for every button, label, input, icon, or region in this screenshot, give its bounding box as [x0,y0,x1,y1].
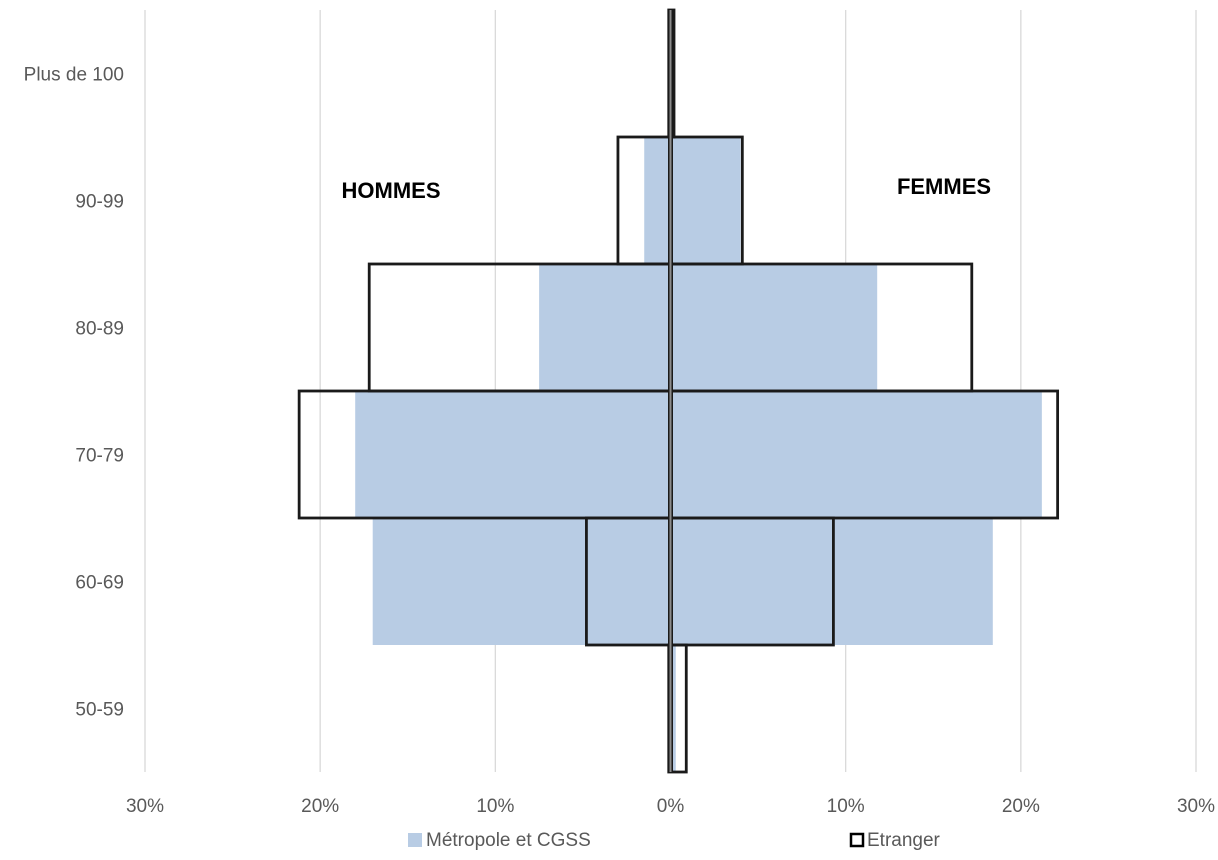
x-tick-labels: 30% 20% 10% 0% 10% 20% 30% [126,796,1215,817]
bar-metropole-right [670,264,878,391]
annotations: HOMMES FEMMES [342,174,992,203]
bar-etranger [616,135,744,266]
legend-swatch-metropole [408,833,422,847]
x-tick-label: 10% [476,796,514,817]
bar-metropole-right [670,645,676,772]
legend: Métropole et CGSS Etranger [408,830,941,851]
x-tick-label: 0% [657,796,685,817]
y-tick-label: 80-89 [75,319,124,340]
y-tick-label: 60-69 [75,573,124,594]
y-tick-label: 70-79 [75,446,124,467]
annotation-right: FEMMES [897,174,991,199]
bar-metropole-right [670,391,1042,518]
y-tick-label: Plus de 100 [24,65,124,86]
bar-metropole-left [355,391,671,518]
legend-swatch-etranger [849,832,865,848]
bar-metropole-left [372,518,671,645]
bar-metropole-right [670,518,993,645]
bar-metropole-right [670,137,741,264]
x-tick-label: 30% [1177,796,1215,817]
x-tick-label: 20% [1002,796,1040,817]
etranger-bars [297,8,1060,774]
x-tick-label: 10% [827,796,865,817]
x-tick-label: 20% [301,796,339,817]
y-tick-label: 90-99 [75,192,124,213]
legend-label-metropole: Métropole et CGSS [426,830,591,851]
metropole-bars [355,10,1042,772]
y-tick-label: 50-59 [75,700,124,721]
legend-label-etranger: Etranger [867,830,941,851]
bar-metropole-left [644,137,671,264]
bar-metropole-left [539,264,671,391]
y-tick-labels: 50-59 60-69 70-79 80-89 90-99 Plus de 100 [24,65,124,721]
x-tick-label: 30% [126,796,164,817]
annotation-left: HOMMES [342,178,441,203]
